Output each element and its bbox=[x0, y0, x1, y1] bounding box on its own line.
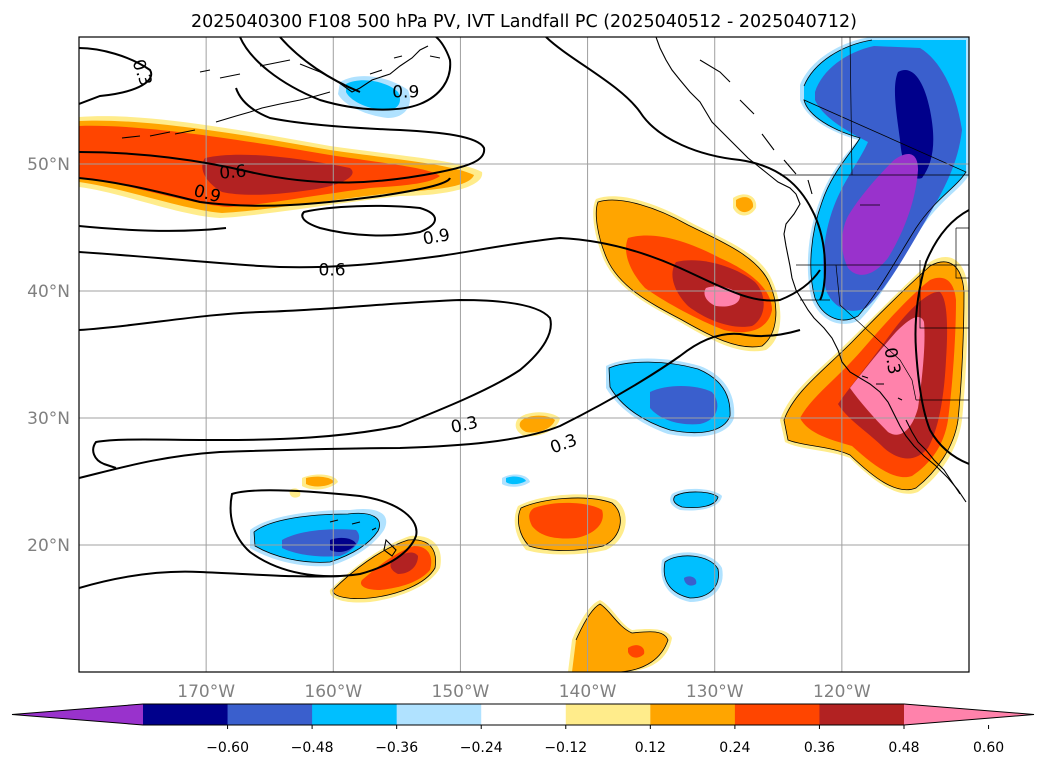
svg-text:0.3: 0.3 bbox=[880, 346, 904, 376]
lon-tick-label: 160°W bbox=[304, 682, 362, 702]
shade-negative-small-4 bbox=[673, 491, 718, 508]
contour-0.9-main bbox=[79, 177, 451, 207]
contour-0.3-main bbox=[79, 298, 552, 469]
lon-tick-label: 170°W bbox=[177, 682, 235, 702]
colorbar-segment bbox=[565, 704, 651, 725]
contour-label: 0.9 bbox=[392, 83, 419, 103]
contour-0.6-north bbox=[239, 37, 452, 111]
colorbar-tick-label: −0.48 bbox=[291, 740, 334, 756]
colorbar-tick-label: 0.48 bbox=[888, 740, 919, 756]
colorbar-tick-label: 0.24 bbox=[719, 740, 750, 756]
contour-0.9-closed bbox=[301, 204, 436, 237]
svg-text:0.6: 0.6 bbox=[219, 161, 248, 183]
map-panel: 0.30.90.60.90.90.60.30.30.3 bbox=[78, 36, 970, 673]
contour-0.3-east bbox=[914, 209, 969, 465]
contour-0.3-north bbox=[79, 47, 153, 105]
longitude-labels: 170°W 160°W 150°W 140°W 130°W 120°W bbox=[177, 682, 871, 702]
lat-tick-label: 40°N bbox=[27, 282, 70, 302]
latitude-labels: 50°N 40°N 30°N 20°N bbox=[27, 155, 70, 556]
coastline-alaska bbox=[121, 45, 441, 139]
gridlines bbox=[79, 37, 969, 672]
lon-tick-label: 120°W bbox=[813, 682, 871, 702]
colorbar-tick-label: −0.36 bbox=[375, 740, 418, 756]
contour-0.9-west bbox=[79, 225, 227, 232]
contour-0.3-sub bbox=[79, 329, 801, 479]
contour-ridge bbox=[545, 37, 826, 301]
colorbar-tick-label: −0.24 bbox=[460, 740, 503, 756]
shade-positive-jet bbox=[79, 116, 483, 218]
channel-islands bbox=[861, 375, 903, 401]
baja bbox=[905, 419, 961, 495]
colorbar-segment bbox=[819, 704, 905, 725]
colorbar: −0.60 −0.48 −0.36 −0.24 −0.12 0.12 0.24 0.36 0.4… bbox=[11, 703, 1035, 756]
colorbar-tick-label: −0.60 bbox=[206, 740, 249, 756]
lat-tick-label: 50°N bbox=[27, 155, 70, 175]
colorbar-segment bbox=[396, 704, 482, 725]
colorbar-segment bbox=[227, 704, 313, 725]
shade-positive-small-6 bbox=[306, 476, 334, 487]
colorbar-segment bbox=[481, 704, 567, 725]
shade-negative-offshore bbox=[606, 358, 735, 437]
coastline-bc-panhandle bbox=[655, 37, 967, 503]
colorbar-extend-max bbox=[904, 704, 1034, 725]
contour-0.6-main bbox=[79, 87, 486, 184]
shade-positive-south bbox=[568, 600, 672, 672]
lat-tick-label: 30°N bbox=[27, 409, 70, 429]
svg-text:0.9: 0.9 bbox=[421, 225, 451, 249]
lon-tick-label: 130°W bbox=[686, 682, 744, 702]
colorbar-segment bbox=[650, 704, 736, 725]
contour-labels: 0.30.90.60.90.90.60.30.30.3 bbox=[128, 57, 904, 459]
contour-label: 0.6 bbox=[318, 260, 345, 280]
shade-positive-subtropical bbox=[514, 494, 626, 555]
colorbar-outline bbox=[11, 703, 1035, 726]
figure-title: 2025040300 F108 500 hPa PV, IVT Landfall… bbox=[191, 12, 857, 32]
political-borders bbox=[780, 37, 969, 401]
contour-0.3-loop bbox=[229, 489, 418, 578]
contour-0.6-lower bbox=[79, 236, 821, 302]
shade-negative-small-2 bbox=[506, 476, 526, 485]
svg-text:0.9: 0.9 bbox=[392, 83, 419, 103]
lon-tick-label: 150°W bbox=[432, 682, 490, 702]
colorbar-tick-label: 0.36 bbox=[804, 740, 835, 756]
colorbar-segment bbox=[312, 704, 398, 725]
colorbar-extend-min bbox=[12, 704, 143, 725]
colorbar-tick-label: 0.12 bbox=[635, 740, 666, 756]
shading-outlines bbox=[253, 39, 967, 672]
shade-negative-south bbox=[661, 552, 723, 602]
lat-tick-label: 20°N bbox=[27, 536, 70, 556]
coastlines bbox=[121, 37, 967, 557]
svg-text:0.6: 0.6 bbox=[318, 260, 345, 280]
contour-label: 0.9 bbox=[421, 225, 451, 249]
contour-0.3-hawaii bbox=[79, 570, 341, 589]
shade-positive-small-2 bbox=[736, 197, 754, 213]
shade-positive-small-4 bbox=[519, 415, 555, 433]
colorbar-segment bbox=[734, 704, 820, 725]
shade-positive-california bbox=[780, 257, 968, 494]
contour-label: 0.6 bbox=[219, 161, 248, 183]
contour-0.9-north bbox=[279, 37, 361, 93]
contour-label: 0.3 bbox=[880, 346, 904, 376]
colorbar-segment bbox=[143, 704, 229, 725]
colorbar-tick-label: −0.12 bbox=[544, 740, 587, 756]
pv-contours bbox=[79, 37, 969, 589]
shade-negative-hawaii bbox=[250, 508, 387, 567]
lon-tick-label: 140°W bbox=[559, 682, 617, 702]
map-frame bbox=[78, 36, 970, 673]
colorbar-tick-label: 0.60 bbox=[973, 740, 1004, 756]
islands-hawaii bbox=[329, 519, 397, 557]
